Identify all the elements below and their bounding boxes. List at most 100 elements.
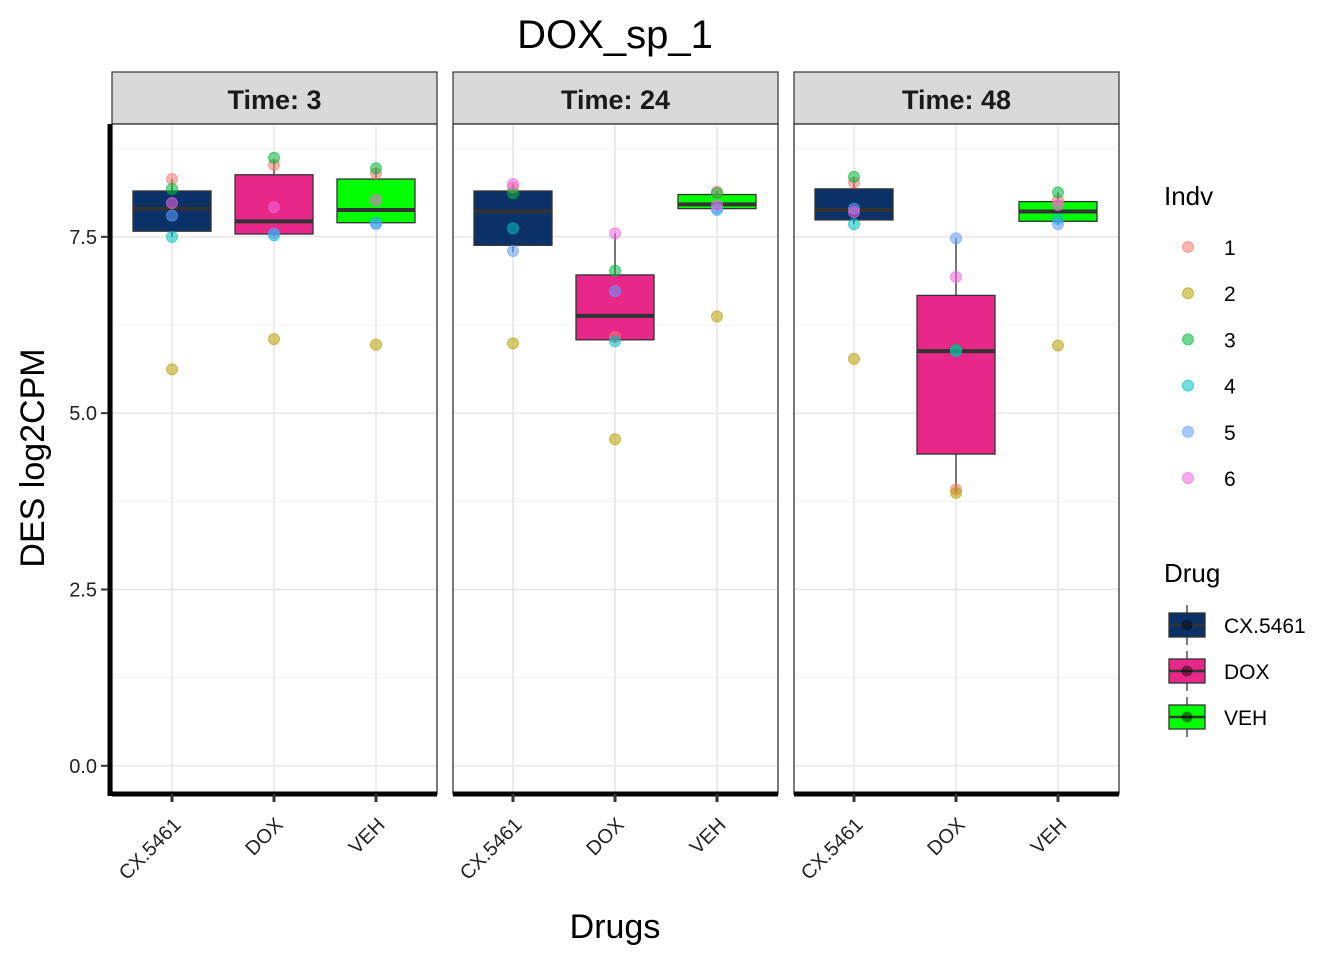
x-tick-label: DOX	[582, 814, 628, 860]
box-body	[575, 274, 655, 341]
chart-title: DOX_sp_1	[517, 13, 713, 57]
legend-indv-label: 3	[1224, 329, 1236, 352]
legend-indv-key	[1182, 287, 1194, 300]
legend-drug-label: CX.5461	[1224, 615, 1306, 638]
data-point	[166, 363, 178, 376]
data-point	[166, 196, 178, 209]
legend-indv-key	[1182, 472, 1194, 484]
data-point	[711, 310, 723, 323]
legend-indv-key	[1182, 425, 1194, 438]
data-point	[609, 285, 621, 298]
data-point	[507, 337, 519, 350]
data-point	[507, 222, 519, 235]
legend-indv-label: 5	[1224, 422, 1236, 445]
x-tick-label: VEH	[686, 814, 731, 859]
data-point	[166, 230, 178, 243]
facet-panels: Time: 3 CX.5461 DOX VEH Time: 24 CX.5461 DOX VE…	[111, 71, 1120, 885]
box-body	[473, 190, 553, 246]
facet-panel: Time: 24 CX.5461 DOX VEH	[452, 71, 779, 885]
data-point	[950, 271, 962, 284]
x-tick-label: VEH	[345, 814, 390, 859]
data-point	[370, 218, 382, 231]
data-point	[950, 232, 962, 245]
data-point	[1052, 199, 1064, 212]
data-point	[166, 173, 178, 186]
data-point	[609, 335, 621, 348]
legend-indv-label: 6	[1224, 468, 1236, 491]
data-point	[609, 264, 621, 277]
data-point	[1052, 218, 1064, 231]
box-veh	[677, 185, 757, 323]
box-cx5461	[132, 173, 212, 376]
data-point	[268, 333, 280, 346]
facet-strip	[111, 71, 438, 125]
legend-drug-label: VEH	[1224, 707, 1267, 730]
box-veh	[1018, 186, 1098, 352]
legend-drug: Drug CX.5461 DOX VEH	[1164, 558, 1306, 737]
legend-indv-title: Indv	[1164, 181, 1213, 211]
legend-drug-label: DOX	[1224, 661, 1270, 684]
data-point	[268, 227, 280, 240]
legend-drug-dot	[1181, 619, 1193, 631]
x-axis-title: Drugs	[570, 908, 661, 946]
facet-panel: Time: 48 CX.5461 DOX VEH	[793, 71, 1120, 885]
box-body	[916, 294, 996, 455]
y-tick-label: 7.5	[69, 227, 97, 249]
legend-indv-key	[1182, 379, 1194, 392]
y-axis: 0.0 2.5 5.0 7.5	[69, 124, 113, 796]
data-point	[268, 151, 280, 164]
facet-strip	[452, 71, 779, 125]
y-tick-label: 0.0	[69, 756, 97, 778]
x-tick-label: VEH	[1027, 814, 1072, 859]
y-tick-label: 2.5	[69, 579, 97, 601]
x-tick-label: CX.5461	[115, 814, 186, 885]
legend-indv: Indv 1 2 3 4 5 6	[1164, 181, 1236, 491]
y-axis-title: DES log2CPM	[14, 348, 52, 567]
data-point	[166, 209, 178, 222]
data-point	[848, 206, 860, 219]
x-tick-label: CX.5461	[797, 814, 868, 885]
box-veh	[336, 162, 416, 351]
data-point	[1052, 339, 1064, 352]
data-point	[711, 187, 723, 200]
box-cx5461	[473, 177, 553, 350]
y-tick-label: 5.0	[69, 403, 97, 425]
data-point	[848, 218, 860, 231]
data-point	[609, 227, 621, 240]
data-point	[950, 486, 962, 499]
data-point	[507, 244, 519, 257]
facet-strip-label: Time: 48	[902, 85, 1011, 115]
data-point	[370, 194, 382, 207]
x-tick-label: CX.5461	[456, 814, 527, 885]
data-point	[166, 182, 178, 195]
facet-panel: Time: 3 CX.5461 DOX VEH	[111, 71, 438, 885]
legend-drug-dot	[1181, 711, 1193, 723]
legend-indv-key	[1182, 241, 1194, 253]
data-point	[1052, 186, 1064, 199]
data-point	[609, 433, 621, 446]
data-point	[950, 345, 962, 358]
data-point	[848, 352, 860, 365]
x-tick-label: DOX	[923, 814, 969, 860]
legend-indv-label: 2	[1224, 283, 1236, 306]
box-dox	[575, 227, 655, 446]
x-tick-label: DOX	[241, 814, 287, 860]
legend-indv-key	[1182, 333, 1194, 346]
legend-indv-label: 4	[1224, 376, 1236, 399]
facet-strip-label: Time: 3	[227, 85, 321, 115]
data-point	[711, 199, 723, 212]
data-point	[370, 338, 382, 351]
data-point	[507, 177, 519, 190]
box-cx5461	[814, 170, 894, 365]
box-dox	[234, 151, 314, 346]
legend-drug-title: Drug	[1164, 558, 1220, 588]
data-point	[848, 170, 860, 183]
legend-indv-label: 1	[1224, 237, 1236, 260]
data-point	[370, 162, 382, 175]
facet-strip-label: Time: 24	[561, 85, 670, 115]
legend-drug-dot	[1181, 665, 1193, 677]
box-dox	[916, 232, 996, 499]
facet-strip	[793, 71, 1120, 125]
data-point	[268, 201, 280, 214]
